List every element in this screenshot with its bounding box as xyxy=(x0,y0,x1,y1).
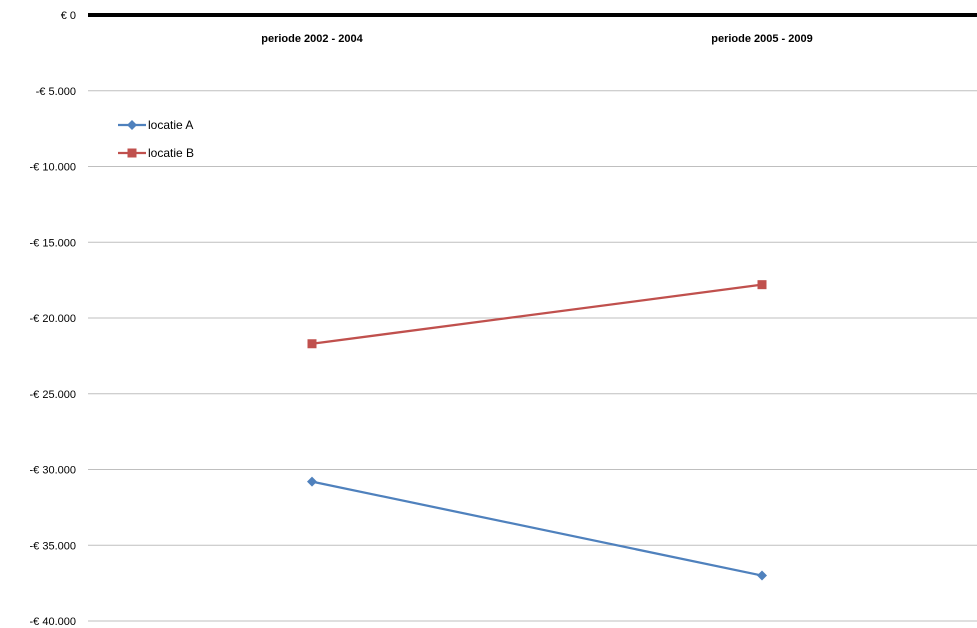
series-lines xyxy=(307,280,767,581)
x-category-label: periode 2005 - 2009 xyxy=(711,33,813,45)
y-axis-tick-labels: € 0 -€ 5.000 -€ 10.000 -€ 15.000 -€ 20.000 -€… xyxy=(30,10,76,628)
legend: locatie A locatie B xyxy=(118,118,194,160)
series-locatie-b xyxy=(307,280,767,349)
data-point-marker xyxy=(307,476,317,487)
y-tick-label: -€ 5.000 xyxy=(36,86,76,98)
legend-item: locatie B xyxy=(118,146,194,160)
series-locatie-a xyxy=(307,476,767,581)
data-point-marker xyxy=(757,280,767,290)
series-line xyxy=(311,480,763,577)
gridlines xyxy=(88,90,977,622)
y-tick-label: -€ 35.000 xyxy=(30,540,76,552)
y-tick-label: -€ 25.000 xyxy=(30,389,76,401)
x-category-label: periode 2002 - 2004 xyxy=(261,33,363,45)
y-tick-label: € 0 xyxy=(61,10,76,22)
legend-marker xyxy=(127,148,137,158)
y-tick-label: -€ 15.000 xyxy=(30,237,76,249)
legend-marker xyxy=(127,120,137,130)
series-line xyxy=(311,283,763,345)
y-tick-label: -€ 30.000 xyxy=(30,465,76,477)
y-tick-label: -€ 10.000 xyxy=(30,162,76,174)
y-tick-label: -€ 20.000 xyxy=(30,313,76,325)
data-point-marker xyxy=(307,339,317,349)
data-point-marker xyxy=(757,570,767,581)
y-tick-label: -€ 40.000 xyxy=(30,616,76,628)
legend-label: locatie B xyxy=(148,146,194,160)
x-axis-category-labels: periode 2002 - 2004 periode 2005 - 2009 xyxy=(261,33,813,45)
legend-label: locatie A xyxy=(148,118,193,132)
legend-item: locatie A xyxy=(118,118,193,132)
